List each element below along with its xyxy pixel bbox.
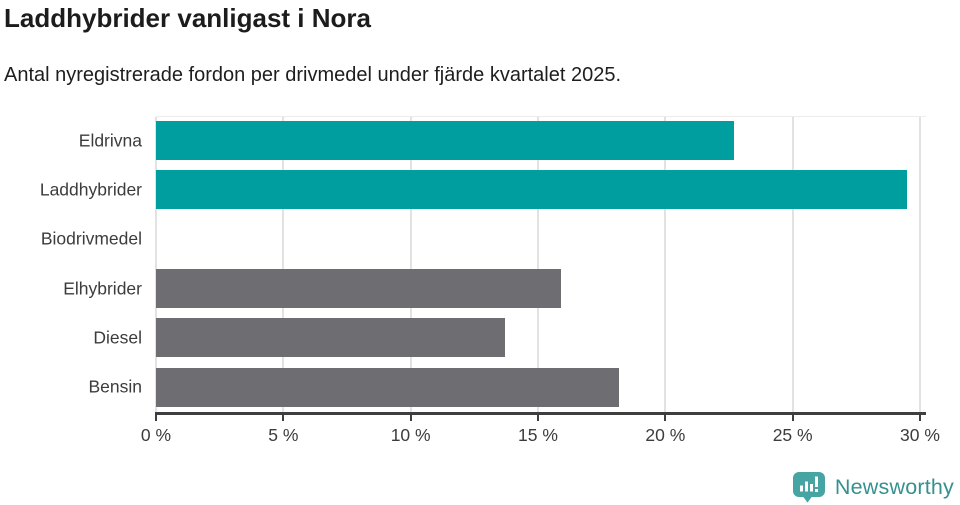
bar-rows: Eldrivna Laddhybrider Biodrivmedel Elhybrid… (0, 116, 960, 412)
x-tick-label: 15 % (518, 425, 558, 445)
newsworthy-logo-text: Newsworthy (834, 474, 954, 499)
x-axis-tick (664, 412, 667, 421)
category-label: Bensin (88, 376, 142, 397)
bar-row: Biodrivmedel (0, 215, 960, 264)
bar-diesel (156, 318, 505, 358)
bar-eldrivna (156, 121, 735, 161)
x-axis-line (156, 412, 926, 415)
gridline (537, 117, 539, 413)
x-axis-tick (791, 412, 794, 421)
gridline (919, 117, 921, 413)
x-tick-label: 30 % (900, 425, 940, 445)
bar-row: Eldrivna (0, 116, 960, 165)
gridline (409, 117, 412, 413)
bar-row: Diesel (0, 313, 960, 362)
chart-subtitle: Antal nyregistrerade fordon per drivmede… (4, 64, 622, 86)
gridline (282, 117, 285, 413)
bar-row: Laddhybrider (0, 165, 960, 214)
x-tick-label: 5 % (268, 425, 299, 445)
category-label: Eldrivna (78, 130, 142, 151)
x-axis-tick (409, 412, 412, 421)
bar-laddhybrider (156, 170, 908, 210)
category-label: Diesel (93, 327, 142, 348)
bar-row: Bensin (0, 363, 960, 412)
x-axis-tick (282, 412, 285, 421)
x-axis-tick (537, 412, 539, 421)
x-axis-tick (919, 412, 921, 421)
x-axis-tick (155, 412, 157, 421)
branding: Newsworthy (792, 471, 954, 503)
bar-elhybrider (156, 269, 561, 309)
x-tick-label: 25 % (772, 425, 813, 445)
x-tick-label: 10 % (390, 425, 431, 445)
newsworthy-logo-icon (792, 472, 825, 503)
category-label: Laddhybrider (39, 179, 142, 200)
x-tick-label: 20 % (645, 425, 686, 445)
x-axis: 0 % 5 % 10 % 15 % 20 % 25 % 30 % (141, 412, 940, 458)
gridline (664, 117, 667, 413)
bar-row: Elhybrider (0, 264, 960, 313)
chart-title: Laddhybrider vanligast i Nora (4, 3, 371, 33)
bar-bensin (156, 367, 620, 407)
gridline (791, 117, 794, 413)
plot-area (155, 116, 926, 413)
category-label: Biodrivmedel (40, 228, 142, 249)
x-tick-label: 0 % (140, 425, 172, 445)
category-label: Elhybrider (63, 278, 142, 299)
gridline (155, 117, 157, 413)
